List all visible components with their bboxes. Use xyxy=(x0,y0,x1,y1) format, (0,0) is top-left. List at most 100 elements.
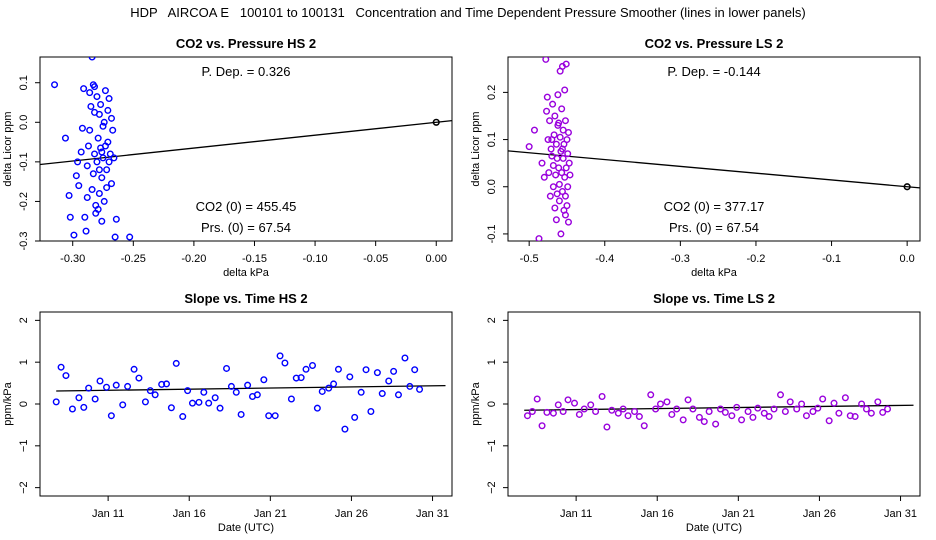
data-point xyxy=(406,382,414,390)
data-point xyxy=(94,205,102,213)
data-point xyxy=(276,352,284,360)
data-point xyxy=(563,136,571,144)
data-point xyxy=(80,403,88,411)
data-point xyxy=(110,154,118,162)
y-axis-label: ppm/kPa xyxy=(2,381,14,425)
data-point xyxy=(819,395,827,403)
data-point xyxy=(533,395,541,403)
data-point xyxy=(105,95,113,103)
data-point xyxy=(75,182,83,190)
data-point xyxy=(97,100,105,108)
data-point xyxy=(603,423,611,431)
x-tick-label: Jan 16 xyxy=(173,508,206,520)
data-point xyxy=(119,401,127,409)
data-point xyxy=(562,164,570,172)
data-point xyxy=(862,405,870,413)
data-point xyxy=(689,405,697,413)
data-point xyxy=(647,391,655,399)
data-point xyxy=(98,148,106,156)
y-tick-label: -0.3 xyxy=(18,232,30,251)
data-point xyxy=(558,105,566,113)
data-point xyxy=(744,408,752,416)
data-point xyxy=(105,158,113,166)
chart-ls-scatter: CO2 vs. Pressure LS 2 -0.5 -0.4 -0.3 -0.2 -0.… xyxy=(470,36,921,279)
chart-title: CO2 vs. Pressure HS 2 xyxy=(176,36,316,51)
data-point xyxy=(543,107,551,115)
data-point xyxy=(546,192,554,200)
data-point xyxy=(411,366,419,374)
data-point xyxy=(549,100,557,108)
x-tick-label: -0.5 xyxy=(520,253,539,265)
data-point xyxy=(292,374,300,382)
data-point xyxy=(346,373,354,381)
plot-area xyxy=(40,57,452,241)
data-point xyxy=(557,230,565,238)
y-tick-label: −1 xyxy=(18,440,30,453)
data-point xyxy=(100,197,108,205)
data-point xyxy=(216,404,224,412)
data-point xyxy=(146,387,154,395)
y-tick-label: 0 xyxy=(18,401,30,407)
data-point xyxy=(558,145,566,153)
data-point xyxy=(184,387,192,395)
data-point xyxy=(237,410,245,418)
data-point xyxy=(88,57,96,61)
data-point xyxy=(126,233,134,241)
x-tick-label: Jan 26 xyxy=(335,508,368,520)
data-point xyxy=(851,413,859,421)
data-point xyxy=(549,162,557,170)
x-tick-label: Jan 11 xyxy=(560,508,592,520)
data-point xyxy=(62,372,70,380)
data-point xyxy=(84,142,92,150)
y-tick-label: 0.1 xyxy=(18,75,30,90)
data-point xyxy=(525,143,533,151)
data-point xyxy=(61,134,69,142)
data-point xyxy=(93,93,101,101)
data-point xyxy=(874,398,882,406)
data-point xyxy=(91,150,99,158)
data-point xyxy=(51,81,59,89)
data-point xyxy=(85,384,93,392)
x-tick-label: -0.4 xyxy=(595,253,614,265)
data-point xyxy=(716,405,724,413)
data-point xyxy=(297,374,305,382)
data-point xyxy=(608,406,616,414)
data-point xyxy=(416,385,424,393)
x-axis-label: delta kPa xyxy=(691,267,738,279)
data-point xyxy=(705,408,713,416)
y-tick-label: 0 xyxy=(486,401,498,407)
data-point xyxy=(357,388,365,396)
fit-line xyxy=(508,150,920,189)
x-axis-label: Date (UTC) xyxy=(218,522,274,534)
data-point xyxy=(523,412,531,420)
fit-line xyxy=(40,119,452,166)
data-point xyxy=(223,364,231,372)
data-point xyxy=(786,398,794,406)
data-point xyxy=(103,383,111,391)
x-tick-label: -0.05 xyxy=(363,253,388,265)
data-point xyxy=(80,85,88,93)
reference-point xyxy=(432,118,440,126)
data-point xyxy=(112,215,120,223)
data-point xyxy=(781,408,789,416)
data-point xyxy=(70,231,78,239)
data-point xyxy=(341,425,349,433)
data-point xyxy=(552,216,560,224)
data-point xyxy=(663,398,671,406)
data-point xyxy=(93,158,101,166)
data-point xyxy=(563,202,571,210)
y-tick-label: 2 xyxy=(486,317,498,323)
chart-hs-scatter: CO2 vs. Pressure HS 2 -0.30 -0.25 -0.20 -0.1… xyxy=(2,36,453,279)
data-point xyxy=(554,401,562,409)
data-point xyxy=(543,408,551,416)
data-point xyxy=(172,359,180,367)
data-point xyxy=(227,382,235,390)
data-point xyxy=(640,422,648,430)
data-point xyxy=(635,413,643,421)
data-point xyxy=(538,422,546,430)
data-point xyxy=(158,380,166,388)
data-point xyxy=(74,158,82,166)
data-point xyxy=(549,183,557,191)
data-point xyxy=(95,190,103,198)
